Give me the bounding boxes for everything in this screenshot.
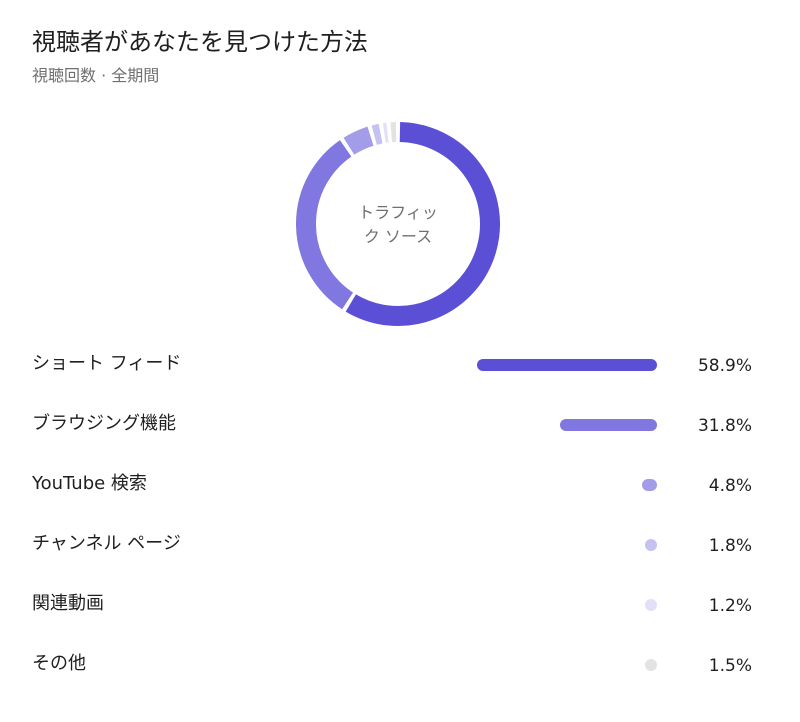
traffic-source-label: その他: [32, 653, 86, 674]
donut-slice[interactable]: [371, 123, 383, 145]
traffic-source-value: 4.8%: [708, 476, 752, 496]
traffic-source-value: 1.2%: [708, 596, 752, 616]
donut-slice[interactable]: [296, 140, 354, 310]
chart-title: 視聴者があなたを見つけた方法: [32, 28, 368, 56]
traffic-source-bar: [645, 659, 657, 671]
traffic-source-bar: [559, 419, 657, 431]
traffic-source-label: 関連動画: [32, 593, 104, 614]
traffic-source-label: ショート フィード: [32, 353, 182, 374]
traffic-source-label: チャンネル ページ: [32, 533, 181, 554]
traffic-source-value: 1.5%: [708, 656, 752, 676]
traffic-source-bar: [645, 539, 657, 551]
traffic-source-bar: [642, 479, 657, 491]
traffic-source-row[interactable]: YouTube 検索 4.8%: [0, 454, 800, 514]
donut-center-label-line1: トラフィッ: [358, 203, 438, 222]
traffic-source-bar: [645, 599, 657, 611]
traffic-source-donut: [296, 122, 500, 326]
traffic-source-row[interactable]: チャンネル ページ 1.8%: [0, 514, 800, 574]
traffic-source-value: 1.8%: [708, 536, 752, 556]
donut-center-label-line2: ク ソース: [363, 227, 433, 246]
traffic-source-label: ブラウジング機能: [32, 413, 176, 434]
donut-center-label: トラフィッ ク ソース: [338, 201, 458, 249]
traffic-source-value: 58.9%: [697, 356, 752, 376]
chart-subtitle: 視聴回数 · 全期間: [32, 66, 160, 85]
donut-slice[interactable]: [343, 126, 374, 155]
traffic-source-bar: [477, 359, 657, 371]
traffic-source-label: YouTube 検索: [32, 473, 147, 494]
traffic-source-row[interactable]: ブラウジング機能 31.8%: [0, 394, 800, 454]
traffic-source-row[interactable]: ショート フィード 58.9%: [0, 334, 800, 394]
traffic-source-row[interactable]: その他 1.5%: [0, 634, 800, 694]
traffic-source-row[interactable]: 関連動画 1.2%: [0, 574, 800, 634]
traffic-source-value: 31.8%: [697, 416, 752, 436]
donut-slice[interactable]: [345, 122, 500, 326]
